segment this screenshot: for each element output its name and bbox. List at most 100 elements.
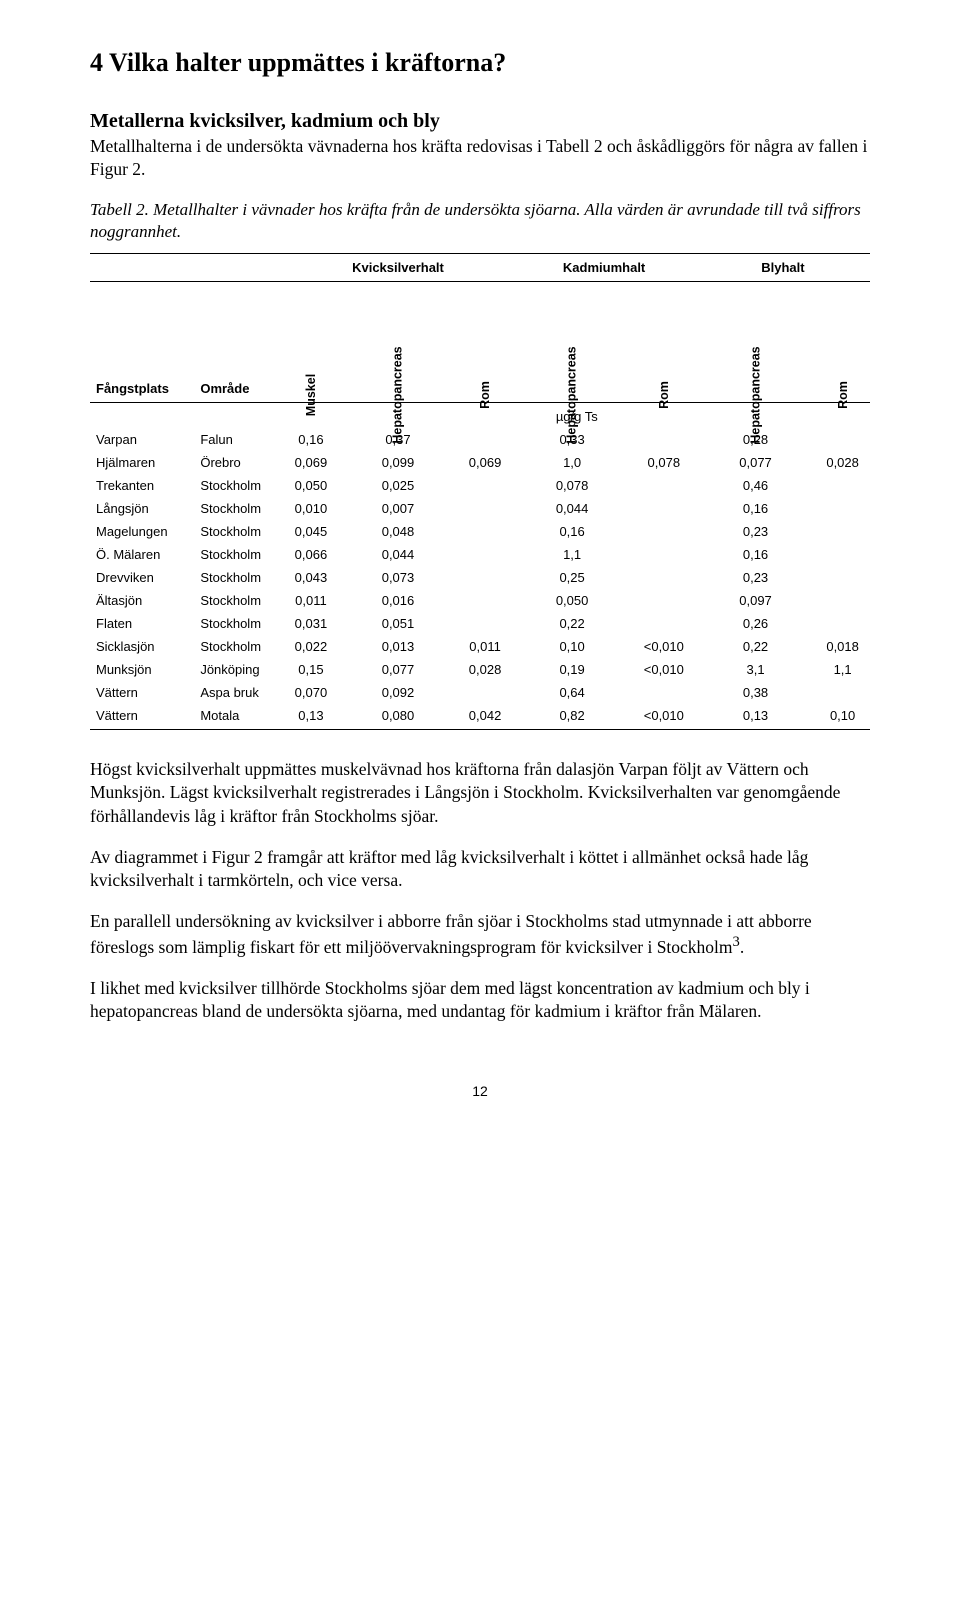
intro-paragraph: Metallhalterna i de undersökta vävnadern… bbox=[90, 135, 870, 181]
cell-hg_m: 0,011 bbox=[284, 589, 339, 612]
cell-cd_r bbox=[632, 543, 696, 566]
cell-cd_r bbox=[632, 566, 696, 589]
cell-site: Ö. Mälaren bbox=[90, 543, 194, 566]
cell-cd_h: 0,044 bbox=[512, 497, 631, 520]
cell-pb_r bbox=[815, 543, 870, 566]
cell-pb_h: 0,22 bbox=[696, 635, 815, 658]
cell-hg_r bbox=[458, 589, 513, 612]
cell-pb_r: 0,028 bbox=[815, 451, 870, 474]
cell-pb_h: 0,097 bbox=[696, 589, 815, 612]
col-cd-rom: Rom bbox=[632, 282, 696, 403]
cell-area: Örebro bbox=[194, 451, 283, 474]
paragraph-2: Högst kvicksilverhalt uppmättes muskelvä… bbox=[90, 758, 870, 827]
cell-hg_m: 0,16 bbox=[284, 428, 339, 451]
cell-site: Vättern bbox=[90, 681, 194, 704]
subheading-metals: Metallerna kvicksilver, kadmium och bly bbox=[90, 110, 870, 133]
table-caption: Tabell 2. Metallhalter i vävnader hos kr… bbox=[90, 199, 870, 243]
cell-cd_h: 0,050 bbox=[512, 589, 631, 612]
cell-cd_r: <0,010 bbox=[632, 704, 696, 730]
cell-hg_m: 0,13 bbox=[284, 704, 339, 730]
cell-cd_h: 0,19 bbox=[512, 658, 631, 681]
cell-pb_r bbox=[815, 566, 870, 589]
table-row: ÄltasjönStockholm0,0110,016 0,050 0,097 bbox=[90, 589, 870, 612]
table-row: VätternMotala0,130,0800,0420,82<0,0100,1… bbox=[90, 704, 870, 730]
rot-label: Rom bbox=[657, 381, 671, 409]
group-hg: Kvicksilverhalt bbox=[284, 254, 513, 282]
cell-pb_h: 0,16 bbox=[696, 497, 815, 520]
cell-site: Flaten bbox=[90, 612, 194, 635]
rot-label: Hepatopancreas bbox=[749, 347, 763, 444]
table-row: SicklasjönStockholm0,0220,0130,0110,10<0… bbox=[90, 635, 870, 658]
cell-site: Ältasjön bbox=[90, 589, 194, 612]
cell-pb_h: 0,13 bbox=[696, 704, 815, 730]
cell-pb_h: 0,16 bbox=[696, 543, 815, 566]
col-cd-hepato: Hepatopancreas bbox=[512, 282, 631, 403]
cell-hg_h: 0,051 bbox=[338, 612, 457, 635]
cell-hg_m: 0,050 bbox=[284, 474, 339, 497]
cell-pb_r: 0,018 bbox=[815, 635, 870, 658]
cell-area: Stockholm bbox=[194, 566, 283, 589]
cell-site: Varpan bbox=[90, 428, 194, 451]
cell-hg_h: 0,099 bbox=[338, 451, 457, 474]
cell-site: Hjälmaren bbox=[90, 451, 194, 474]
col-hg-hepato: Hepatopancreas bbox=[338, 282, 457, 403]
section-title: 4 Vilka halter uppmättes i kräftorna? bbox=[90, 48, 870, 78]
cell-pb_h: 3,1 bbox=[696, 658, 815, 681]
table-row: MagelungenStockholm0,0450,0480,160,23 bbox=[90, 520, 870, 543]
cell-hg_r bbox=[458, 428, 513, 451]
cell-cd_r bbox=[632, 612, 696, 635]
cell-hg_r bbox=[458, 566, 513, 589]
table-group-row: Kvicksilverhalt Kadmiumhalt Blyhalt bbox=[90, 254, 870, 282]
cell-hg_r bbox=[458, 520, 513, 543]
cell-pb_r bbox=[815, 520, 870, 543]
cell-pb_r bbox=[815, 474, 870, 497]
cell-cd_r bbox=[632, 589, 696, 612]
footnote-ref: 3 bbox=[733, 934, 740, 950]
cell-hg_r: 0,069 bbox=[458, 451, 513, 474]
table-head: Kvicksilverhalt Kadmiumhalt Blyhalt Fång… bbox=[90, 254, 870, 403]
cell-pb_h: 0,23 bbox=[696, 566, 815, 589]
cell-hg_h: 0,077 bbox=[338, 658, 457, 681]
col-pb-hepato: Hepatopancreas bbox=[696, 282, 815, 403]
cell-area: Aspa bruk bbox=[194, 681, 283, 704]
cell-hg_h: 0,073 bbox=[338, 566, 457, 589]
cell-site: Munksjön bbox=[90, 658, 194, 681]
cell-pb_r: 1,1 bbox=[815, 658, 870, 681]
cell-site: Drevviken bbox=[90, 566, 194, 589]
cell-cd_h: 0,64 bbox=[512, 681, 631, 704]
cell-cd_r bbox=[632, 681, 696, 704]
cell-pb_r bbox=[815, 681, 870, 704]
cell-hg_m: 0,031 bbox=[284, 612, 339, 635]
cell-hg_r bbox=[458, 474, 513, 497]
rot-label: Hepatopancreas bbox=[391, 347, 405, 444]
cell-hg_h: 0,048 bbox=[338, 520, 457, 543]
cell-hg_m: 0,022 bbox=[284, 635, 339, 658]
cell-area: Falun bbox=[194, 428, 283, 451]
cell-area: Stockholm bbox=[194, 589, 283, 612]
cell-pb_h: 0,077 bbox=[696, 451, 815, 474]
cell-area: Stockholm bbox=[194, 543, 283, 566]
cell-site: Vättern bbox=[90, 704, 194, 730]
cell-area: Motala bbox=[194, 704, 283, 730]
cell-pb_h: 0,38 bbox=[696, 681, 815, 704]
cell-hg_r bbox=[458, 497, 513, 520]
cell-cd_h: 1,0 bbox=[512, 451, 631, 474]
col-hg-muskel: Muskel bbox=[284, 282, 339, 403]
cell-hg_h: 0,080 bbox=[338, 704, 457, 730]
cell-hg_m: 0,070 bbox=[284, 681, 339, 704]
table-row: MunksjönJönköping0,150,0770,0280,19<0,01… bbox=[90, 658, 870, 681]
table-row: HjälmarenÖrebro0,0690,0990,0691,00,0780,… bbox=[90, 451, 870, 474]
cell-hg_h: 0,016 bbox=[338, 589, 457, 612]
cell-area: Stockholm bbox=[194, 612, 283, 635]
paragraph-4: En parallell undersökning av kvicksilver… bbox=[90, 910, 870, 959]
group-pb: Blyhalt bbox=[696, 254, 870, 282]
cell-area: Jönköping bbox=[194, 658, 283, 681]
cell-hg_h: 0,013 bbox=[338, 635, 457, 658]
cell-pb_r: 0,10 bbox=[815, 704, 870, 730]
cell-cd_h: 0,078 bbox=[512, 474, 631, 497]
cell-site: Sicklasjön bbox=[90, 635, 194, 658]
cell-hg_h: 0,044 bbox=[338, 543, 457, 566]
cell-cd_h: 0,10 bbox=[512, 635, 631, 658]
cell-cd_r bbox=[632, 520, 696, 543]
cell-hg_r: 0,042 bbox=[458, 704, 513, 730]
